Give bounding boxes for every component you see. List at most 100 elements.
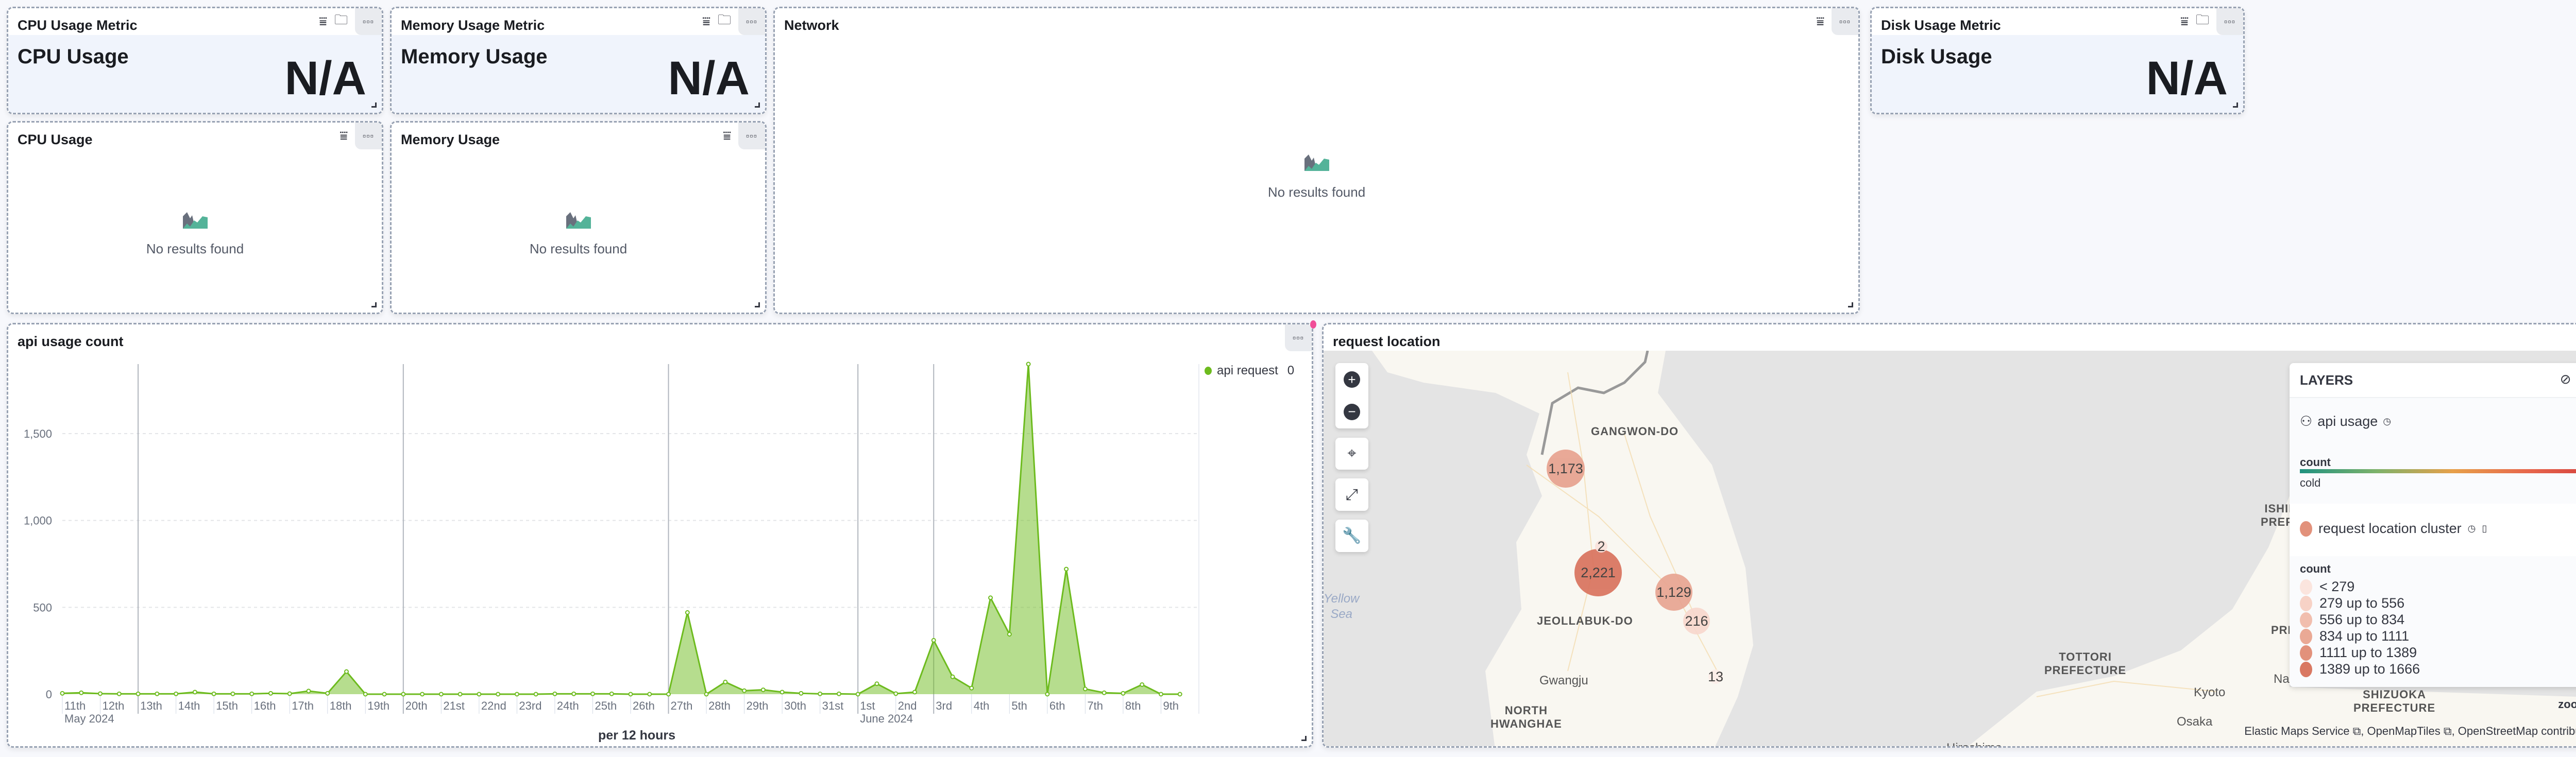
chart-empty-icon <box>8 211 382 232</box>
panel-options-button[interactable]: ▫▫▫ <box>355 8 382 35</box>
network-panel: Network ⩸ ▫▫▫ No results found <box>773 7 1860 314</box>
circle-icon <box>2300 579 2312 595</box>
panel-title: Network <box>784 18 839 33</box>
circle-icon <box>2300 612 2312 628</box>
wrench-icon[interactable]: 🔧 <box>1335 520 1368 552</box>
cluster-marker[interactable]: 2 <box>1595 538 1607 554</box>
empty-message: No results found <box>529 241 628 256</box>
panel-options-button[interactable]: ▫▫▫ <box>1832 8 1858 35</box>
resize-handle[interactable] <box>371 102 377 108</box>
place-label: SHIZUOKA PREFECTURE <box>2353 688 2436 714</box>
korea-land <box>1372 351 1753 746</box>
cluster-marker[interactable]: 2,221 <box>1574 549 1622 596</box>
x-tick-label: 18th <box>330 699 352 712</box>
filter-icon[interactable]: ⩸ <box>1816 13 1824 29</box>
range-label: 556 up to 834 <box>2319 612 2405 627</box>
attribution-link[interactable]: OpenStreetMap contributors <box>2458 725 2576 737</box>
data-point <box>609 691 614 696</box>
cpu-usage-metric-panel: CPU Usage Metric ⩸ 🗀 ▫▫▫ CPU Usage N/A <box>7 7 383 114</box>
x-tick-label: 1st <box>860 699 875 712</box>
data-point <box>382 692 387 697</box>
data-point <box>1101 690 1107 695</box>
panel-options-button[interactable]: ▫▫▫ <box>355 123 382 149</box>
layer-item-api-usage[interactable]: ⚇api usage◷ count cold hot <box>2290 398 2576 504</box>
data-point <box>1007 632 1012 637</box>
data-point <box>779 690 785 695</box>
cluster-marker[interactable]: 1,129 <box>1655 574 1692 611</box>
plus-icon[interactable]: + <box>1344 371 1360 388</box>
map-canvas[interactable]: NORTH HWANGHAE GANGWON-DO JEOLLABUK-DO Gw… <box>1324 351 2576 746</box>
data-point <box>855 692 860 697</box>
expand-icon[interactable]: ⤢ <box>1335 478 1368 511</box>
folder-check-icon[interactable]: 🗀 <box>334 12 348 27</box>
memory-usage-panel: Memory Usage ⩸ ▫▫▫ No results found <box>390 121 767 314</box>
cluster-count: 2,221 <box>1581 564 1616 580</box>
circle-layer-icon <box>2300 521 2312 537</box>
panel-options-button[interactable]: ▫▫▫ <box>738 123 765 149</box>
data-point <box>98 691 103 696</box>
data-point <box>969 685 974 691</box>
panel-options-button[interactable]: ▫▫▫ <box>2216 8 2243 35</box>
panel-options-button[interactable]: ▫▫▫ <box>738 8 765 35</box>
filter-icon[interactable]: ⩸ <box>702 13 710 29</box>
x-tick-label: 19th <box>367 699 389 712</box>
resize-handle[interactable] <box>1301 736 1307 741</box>
x-tick-label: 15th <box>216 699 238 712</box>
x-tick-label: 20th <box>405 699 428 712</box>
attribution-link[interactable]: OpenMapTiles <box>2367 725 2441 737</box>
legend-item[interactable]: api request 0 <box>1205 364 1294 378</box>
range-label: 834 up to 1111 <box>2319 628 2410 644</box>
x-tick-label: 21st <box>443 699 465 712</box>
filter-icon[interactable]: ⩸ <box>2180 13 2189 29</box>
resize-handle[interactable] <box>1848 302 1853 307</box>
minus-icon[interactable]: − <box>1344 404 1360 421</box>
heatmap-layer-icon: ⚇ <box>2300 414 2313 429</box>
eye-closed-icon[interactable]: ⊘ <box>2560 371 2571 387</box>
resize-handle[interactable] <box>371 302 377 307</box>
resize-handle[interactable] <box>755 102 760 108</box>
layer-item-request-location-cluster[interactable]: request location cluster ◷ ▯ <box>2290 507 2576 554</box>
legend-range-item: 279 up to 556 <box>2300 595 2404 611</box>
filter-icon[interactable]: ⩸ <box>723 128 731 143</box>
x-tick-label: 3rd <box>936 699 952 712</box>
data-point <box>249 691 255 696</box>
resize-handle[interactable] <box>2233 102 2238 108</box>
range-label: < 279 <box>2319 579 2355 594</box>
chart-empty-icon <box>392 211 765 232</box>
data-point <box>533 692 538 697</box>
cpu-usage-panel: CPU Usage ⩸ ▫▫▫ No results found <box>7 121 383 314</box>
area-fill <box>62 364 1180 694</box>
x-tick-label: 25th <box>595 699 617 712</box>
data-point <box>116 691 122 696</box>
legend-cold: cold <box>2300 476 2321 489</box>
cluster-legend: count < 279 279 up to 556 556 up to 834 834… <box>2290 556 2576 687</box>
x-tick-label: 7th <box>1087 699 1103 712</box>
x-tick-label: 4th <box>974 699 990 712</box>
metric-label: Memory Usage <box>401 45 548 68</box>
cluster-marker[interactable]: 1,173 <box>1547 450 1585 488</box>
metric-label: Disk Usage <box>1881 45 1992 68</box>
month-label: May 2024 <box>64 712 114 725</box>
filter-icon[interactable]: ⩸ <box>319 13 327 29</box>
cluster-marker[interactable]: 13 <box>1708 669 1723 684</box>
layer-name: request location cluster <box>2318 521 2462 536</box>
legend-range-item: 556 up to 834 <box>2300 612 2404 628</box>
resize-handle[interactable] <box>755 302 760 307</box>
attribution-link[interactable]: Elastic Maps Service <box>2244 725 2350 737</box>
range-label: 1111 up to 1389 <box>2319 645 2417 660</box>
folder-check-icon[interactable]: 🗀 <box>2195 12 2209 27</box>
panel-options-button[interactable]: ▫▫▫ <box>1285 324 1312 351</box>
x-tick-label: 16th <box>254 699 276 712</box>
japan-land <box>2290 687 2576 746</box>
cluster-count: 2 <box>1597 538 1605 554</box>
data-point <box>344 669 349 674</box>
metric-value: N/A <box>668 52 750 105</box>
data-point <box>590 691 595 696</box>
cluster-marker[interactable]: 216 <box>1683 608 1710 634</box>
circle-icon <box>2300 595 2312 611</box>
metric-body: Memory Usage N/A <box>392 35 765 113</box>
filter-icon[interactable]: ⩸ <box>340 128 348 143</box>
crosshair-icon[interactable]: ⌖ <box>1335 438 1368 470</box>
data-point <box>514 692 519 697</box>
folder-check-icon[interactable]: 🗀 <box>717 12 731 27</box>
